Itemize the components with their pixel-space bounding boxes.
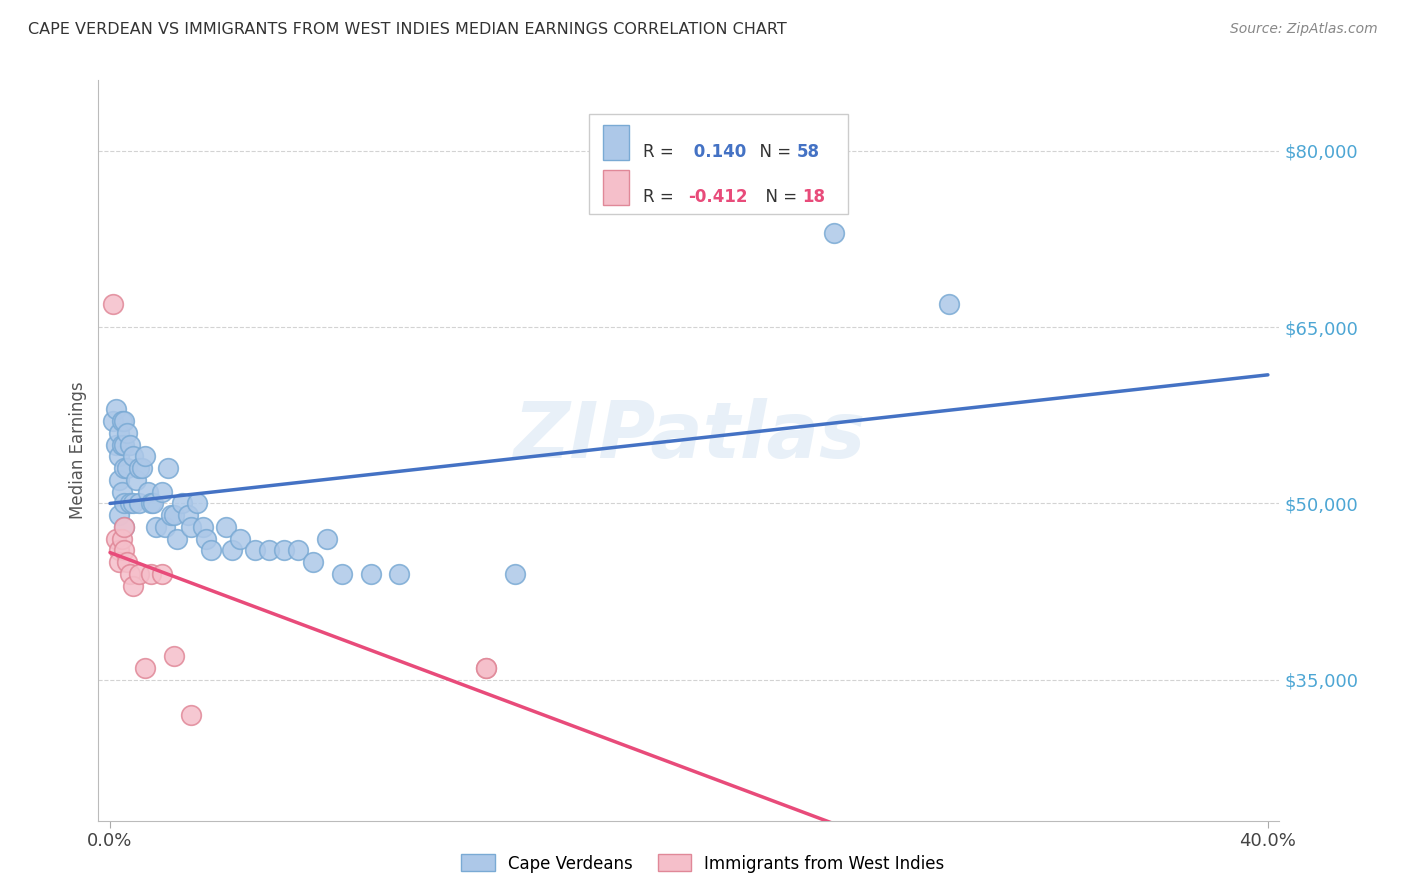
- Text: R =: R =: [643, 143, 679, 161]
- FancyBboxPatch shape: [603, 125, 628, 161]
- Text: 18: 18: [803, 187, 825, 205]
- Point: [104, 437, 127, 451]
- Text: CAPE VERDEAN VS IMMIGRANTS FROM WEST INDIES MEDIAN EARNINGS CORRELATION CHART: CAPE VERDEAN VS IMMIGRANTS FROM WEST IND…: [28, 22, 787, 37]
- Point: [150, 566, 173, 581]
- Point: [117, 461, 139, 475]
- Point: [136, 484, 159, 499]
- Text: 0.140: 0.140: [688, 143, 747, 161]
- Point: [114, 496, 136, 510]
- Point: [186, 496, 208, 510]
- Point: [122, 450, 145, 464]
- Text: N =: N =: [755, 187, 803, 205]
- Point: [287, 543, 309, 558]
- Point: [823, 226, 845, 240]
- Point: [101, 296, 124, 310]
- Text: ZIPatlas: ZIPatlas: [513, 398, 865, 474]
- Point: [110, 484, 132, 499]
- Point: [117, 555, 139, 569]
- Point: [243, 543, 266, 558]
- Point: [177, 508, 200, 522]
- Point: [114, 520, 136, 534]
- Point: [503, 566, 526, 581]
- Point: [145, 520, 167, 534]
- Point: [114, 414, 136, 428]
- Point: [128, 461, 150, 475]
- Point: [107, 508, 129, 522]
- Text: Source: ZipAtlas.com: Source: ZipAtlas.com: [1230, 22, 1378, 37]
- Point: [101, 414, 124, 428]
- Point: [122, 579, 145, 593]
- Point: [104, 532, 127, 546]
- Point: [139, 496, 162, 510]
- Point: [122, 496, 145, 510]
- Point: [142, 496, 165, 510]
- Text: N =: N =: [749, 143, 797, 161]
- Point: [107, 543, 129, 558]
- Point: [221, 543, 243, 558]
- Point: [257, 543, 280, 558]
- Text: 58: 58: [796, 143, 820, 161]
- Text: R =: R =: [643, 187, 679, 205]
- FancyBboxPatch shape: [589, 113, 848, 213]
- Point: [200, 543, 222, 558]
- Point: [153, 520, 176, 534]
- Point: [110, 437, 132, 451]
- Point: [938, 296, 960, 310]
- Point: [360, 566, 382, 581]
- Point: [131, 461, 153, 475]
- Point: [229, 532, 252, 546]
- Point: [150, 484, 173, 499]
- FancyBboxPatch shape: [603, 169, 628, 205]
- Point: [194, 532, 217, 546]
- Point: [110, 414, 132, 428]
- Point: [139, 566, 162, 581]
- Point: [120, 437, 142, 451]
- Point: [330, 566, 353, 581]
- Point: [163, 649, 186, 664]
- Point: [107, 473, 129, 487]
- Point: [120, 566, 142, 581]
- Point: [316, 532, 339, 546]
- Point: [159, 508, 181, 522]
- Point: [134, 450, 156, 464]
- Point: [107, 555, 129, 569]
- Text: -0.412: -0.412: [688, 187, 747, 205]
- Point: [180, 707, 202, 722]
- Point: [114, 520, 136, 534]
- Point: [301, 555, 323, 569]
- Point: [125, 473, 148, 487]
- Point: [475, 661, 498, 675]
- Point: [120, 496, 142, 510]
- Point: [104, 402, 127, 417]
- Point: [166, 532, 188, 546]
- Point: [172, 496, 194, 510]
- Point: [107, 425, 129, 440]
- Point: [273, 543, 295, 558]
- Point: [114, 437, 136, 451]
- Point: [163, 508, 186, 522]
- Point: [215, 520, 238, 534]
- Point: [114, 461, 136, 475]
- Legend: Cape Verdeans, Immigrants from West Indies: Cape Verdeans, Immigrants from West Indi…: [454, 847, 952, 880]
- Point: [191, 520, 214, 534]
- Point: [114, 543, 136, 558]
- Point: [388, 566, 411, 581]
- Point: [110, 532, 132, 546]
- Point: [180, 520, 202, 534]
- Y-axis label: Median Earnings: Median Earnings: [69, 382, 87, 519]
- Point: [128, 496, 150, 510]
- Point: [134, 661, 156, 675]
- Point: [117, 425, 139, 440]
- Point: [156, 461, 179, 475]
- Point: [475, 661, 498, 675]
- Point: [128, 566, 150, 581]
- Point: [107, 450, 129, 464]
